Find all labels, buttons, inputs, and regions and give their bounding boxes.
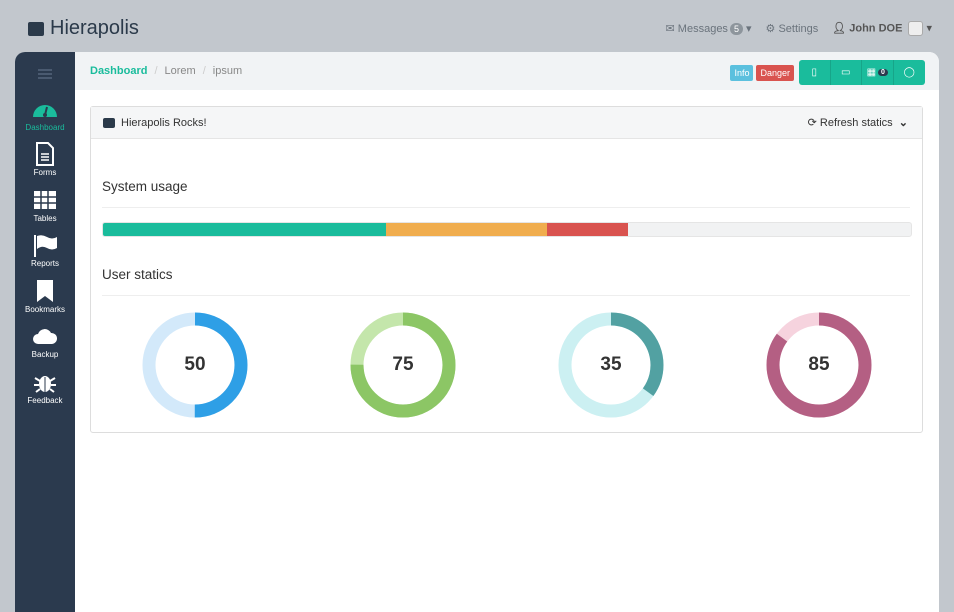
app-window: Dashboard Forms Tables Reports Bookmarks… xyxy=(15,52,939,612)
sidebar-label: Tables xyxy=(33,213,57,223)
donut-value: 35 xyxy=(600,354,622,375)
breadcrumb-dashboard[interactable]: Dashboard xyxy=(90,65,148,77)
laptop-icon[interactable]: ▭ xyxy=(831,60,862,85)
info-label: Info xyxy=(730,64,754,81)
avatar xyxy=(908,21,924,36)
sidebar-label: Reports xyxy=(30,259,59,268)
logo-icon xyxy=(103,117,115,128)
flag-icon xyxy=(34,235,57,257)
donut-value-arc xyxy=(558,312,664,418)
messages-label: Messages xyxy=(677,23,728,35)
system-usage-heading: System usage xyxy=(102,179,910,208)
breadcrumb: Dashboard / Lorem / ipsum Info Danger ▯ ▭ … xyxy=(75,52,939,90)
sidebar-item-dashboard[interactable]: Dashboard xyxy=(15,89,75,135)
sidebar-label: Forms xyxy=(33,168,57,177)
user-name: John DOE xyxy=(849,22,903,35)
sidebar-label: Dashboard xyxy=(25,122,65,132)
sidebar-label: Bookmarks xyxy=(24,304,65,314)
table-icon xyxy=(34,190,56,209)
breadcrumb-lorem[interactable]: Lorem xyxy=(164,65,196,77)
brand[interactable]: Hierapolis xyxy=(28,17,139,40)
book-icon[interactable]: ▯ xyxy=(799,60,831,85)
sidebar-item-tables[interactable]: Tables xyxy=(15,180,75,226)
donut-chart: 75 xyxy=(350,312,456,418)
usage-segment xyxy=(103,223,386,236)
sidebar-label: Backup xyxy=(31,350,59,359)
donut-value-arc xyxy=(350,312,456,418)
top-nav: ✉ Messages 5 ▾ ⚙ Settings 👤︎ John DOE ▾ xyxy=(666,21,932,36)
cloud-icon xyxy=(33,329,58,344)
refresh-label: Refresh statics xyxy=(819,117,893,129)
menu-toggle-icon[interactable] xyxy=(38,69,52,79)
panel-title: Hierapolis Rocks! xyxy=(121,116,207,129)
user-menu[interactable]: 👤︎ John DOE ▾ xyxy=(832,21,932,36)
donut-chart: 85 xyxy=(766,312,872,418)
chat-icon[interactable]: ◯ xyxy=(903,67,915,78)
donut-value: 50 xyxy=(184,354,206,375)
chevron-down-icon: ⌄ xyxy=(898,117,908,129)
stats-panel: Hierapolis Rocks! ⟳ Refresh statics ⌄ Sy… xyxy=(90,106,923,433)
document-icon xyxy=(36,142,54,166)
messages-menu[interactable]: ✉ Messages 5 ▾ xyxy=(665,23,752,35)
messages-count: 5 xyxy=(729,23,743,35)
settings-link[interactable]: ⚙ Settings xyxy=(765,23,819,35)
sidebar-label: Feedback xyxy=(27,395,63,405)
toolbar-button-group: ▯ ▭ ▦ 0 ◯ xyxy=(799,60,925,85)
donut-value: 75 xyxy=(392,354,414,375)
donut-value: 85 xyxy=(808,354,830,375)
bookmark-icon xyxy=(37,279,53,302)
calendar-count: 0 xyxy=(878,69,888,76)
sidebar-item-reports[interactable]: Reports xyxy=(15,226,75,272)
settings-label: Settings xyxy=(778,23,819,35)
usage-segment xyxy=(547,223,629,236)
user-statics-heading: User statics xyxy=(102,267,910,296)
donut-value-arc xyxy=(766,312,872,418)
usage-segment xyxy=(385,223,548,236)
calendar-icon[interactable]: ▦ 0 xyxy=(862,60,894,85)
dashboard-icon xyxy=(33,104,57,117)
brand-name: Hierapolis xyxy=(50,17,139,39)
sidebar: Dashboard Forms Tables Reports Bookmarks… xyxy=(15,52,75,612)
sidebar-item-feedback[interactable]: Feedback xyxy=(15,362,75,408)
system-usage-bar xyxy=(102,222,912,237)
sidebar-item-bookmarks[interactable]: Bookmarks xyxy=(15,271,75,317)
sidebar-item-forms[interactable]: Forms xyxy=(15,135,75,181)
donut-chart: 50 xyxy=(142,312,248,418)
bug-icon xyxy=(34,375,56,393)
logo-icon xyxy=(28,21,44,36)
sidebar-item-backup[interactable]: Backup xyxy=(15,317,75,363)
refresh-statics-button[interactable]: ⟳ Refresh statics ⌄ xyxy=(807,117,908,129)
danger-label: Danger xyxy=(756,64,794,81)
donut-value-arc xyxy=(142,312,248,418)
donut-chart: 35 xyxy=(558,312,664,418)
breadcrumb-ipsum: ipsum xyxy=(212,65,243,77)
